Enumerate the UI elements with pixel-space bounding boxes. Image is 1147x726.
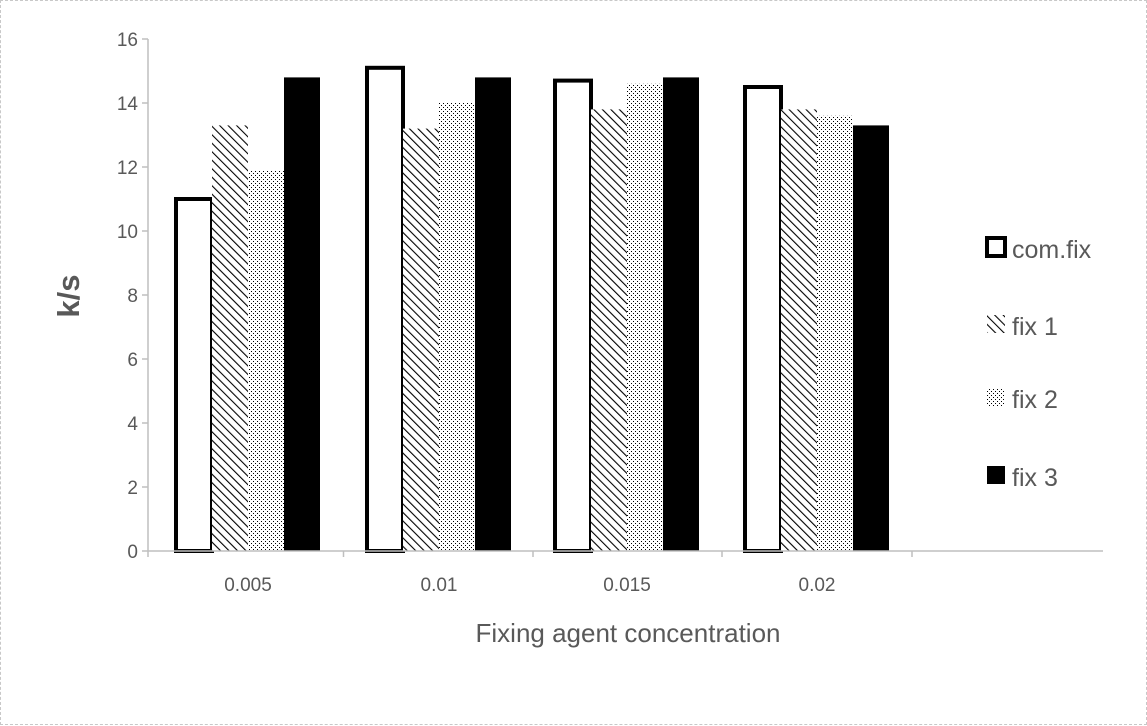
y-tick-label-12: 12 <box>117 158 138 179</box>
bar-fix-3-0.02 <box>853 125 889 552</box>
x-tick-label-0.005: 0.005 <box>224 575 272 596</box>
bar-fix-2-0.02 <box>817 115 853 552</box>
legend-swatch-fix-1 <box>987 315 1005 333</box>
y-tick-label-4: 4 <box>127 414 138 435</box>
bar-fix-1-0.01 <box>403 128 439 551</box>
y-tick-label-14: 14 <box>117 94 139 115</box>
y-tick-label-10: 10 <box>117 222 138 243</box>
legend-swatch-fix-3 <box>987 466 1005 484</box>
legend-label-comfix: com.fix <box>1012 236 1092 264</box>
legend-swatch-comfix <box>985 236 1007 258</box>
bar-fix-1-0.02 <box>781 109 817 552</box>
bar-comfix-0.005 <box>174 197 214 553</box>
bar-fix-1-0.015 <box>591 109 627 552</box>
y-tick-label-8: 8 <box>127 286 138 307</box>
legend-label-fix-3: fix 3 <box>1012 464 1058 492</box>
bar-fix-2-0.01 <box>439 103 475 551</box>
legend-label-fix-2: fix 2 <box>1012 386 1058 414</box>
tick-labels-layer: 0 2 4 6 8 10 12 14 16 0.005 0.01 0.015 0.02 <box>117 30 836 596</box>
bar-fix-2-0.015 <box>627 83 663 552</box>
axes-layer <box>142 38 1103 557</box>
bar-comfix-0.015 <box>553 78 593 553</box>
y-axis-label: k/s <box>51 274 86 317</box>
bars-layer <box>174 65 889 554</box>
y-tick-label-0: 0 <box>127 542 138 563</box>
legend-label-fix-1: fix 1 <box>1012 313 1058 341</box>
x-tick-label-0.01: 0.01 <box>421 575 458 596</box>
x-axis-label: Fixing agent concentration <box>476 618 781 648</box>
y-tick-label-16: 16 <box>117 30 138 51</box>
bar-fix-2-0.005 <box>248 170 284 551</box>
y-tick-label-2: 2 <box>127 478 138 499</box>
legend: com.fix fix 1 fix 2 fix 3 <box>985 236 1092 492</box>
bar-comfix-0.01 <box>365 65 405 554</box>
y-tick-label-6: 6 <box>127 350 138 371</box>
bar-fix-1-0.005 <box>212 125 248 552</box>
bar-comfix-0.02 <box>743 85 783 553</box>
legend-swatch-fix-2 <box>987 388 1005 406</box>
bar-fix-3-0.01 <box>475 77 511 552</box>
bar-fix-3-0.005 <box>284 77 320 552</box>
bar-fix-3-0.015 <box>663 77 699 552</box>
x-tick-label-0.02: 0.02 <box>799 575 836 596</box>
x-tick-label-0.015: 0.015 <box>603 575 651 596</box>
